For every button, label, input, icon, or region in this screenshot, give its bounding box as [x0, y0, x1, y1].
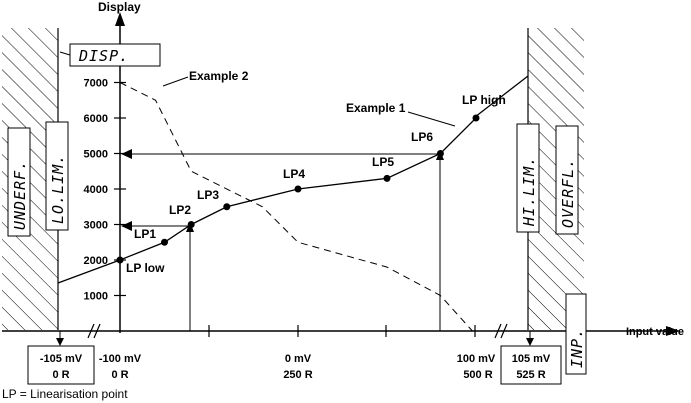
footnote: LP = Linearisation point: [2, 387, 128, 401]
arrow-left-3000: [121, 221, 132, 231]
y-tick-label: 5000: [84, 149, 108, 161]
lp3-label: LP3: [197, 188, 219, 202]
x-label-0: 0 mV: [285, 353, 312, 365]
inp-display-text: INP.: [568, 328, 586, 368]
underf-display-text: UNDERF.: [11, 160, 29, 230]
axis-break-left: [87, 323, 101, 339]
lp5-label: LP5: [372, 155, 394, 169]
example-1-extension-right: [474, 75, 529, 118]
lp-point: [472, 114, 480, 122]
y-ticks: 1000 2000 3000 4000 5000 6000 7000: [84, 78, 126, 303]
example-1-extension-left: [57, 259, 121, 284]
inp-display: [565, 293, 587, 375]
x-axis-title: Input value: [626, 326, 684, 338]
lp-points: [116, 114, 480, 264]
lp-high-label: LP high: [462, 93, 506, 107]
x-axis-arrow: [666, 326, 680, 336]
lp-low-label: LP low: [126, 261, 165, 275]
axis-break-right: [494, 323, 508, 339]
lp2-label: LP2: [169, 203, 191, 217]
lp-point: [161, 238, 168, 246]
min-input-box-line2: 0 R: [52, 369, 69, 381]
example-1-curve: [119, 117, 477, 261]
y-tick-label: 7000: [84, 78, 108, 90]
max-input-box-line2: 525 R: [516, 369, 545, 381]
lp-point: [294, 185, 302, 193]
x-ticks: [208, 325, 476, 337]
lp-point: [116, 256, 124, 264]
arrow-left-5000: [121, 149, 132, 159]
example-1-label: Example 1: [346, 101, 406, 115]
hilim-display-text: HI.LIM.: [520, 156, 538, 227]
disp-display-text: DISP.: [78, 47, 129, 65]
guide-lines: [130, 153, 441, 331]
x-label-0-r: 250 R: [283, 369, 312, 381]
lp6-label: LP6: [411, 130, 433, 144]
y-tick-label: 1000: [84, 291, 108, 303]
lp-point: [187, 221, 195, 228]
min-input-box: [27, 345, 95, 385]
overfl-display: [555, 125, 579, 235]
max-input-box: [500, 345, 562, 385]
example-2-curve: [119, 82, 473, 332]
x-label-minus100-r: 0 R: [111, 369, 128, 381]
max-input-box-line1: 105 mV: [512, 353, 551, 365]
y-tick-label: 4000: [84, 184, 108, 196]
x-label-minus100: -100 mV: [99, 353, 142, 365]
y-tick-label: 2000: [84, 255, 108, 267]
lp-point: [223, 203, 231, 211]
min-input-box-line1: -105 mV: [40, 353, 83, 365]
hilim-display: [516, 123, 540, 233]
underf-display: [7, 127, 31, 237]
lp-point: [383, 174, 391, 182]
y-tick-label: 3000: [84, 220, 108, 232]
lolim-display: [45, 121, 69, 231]
x-label-100-r: 500 R: [463, 369, 492, 381]
y-axis-arrow: [115, 12, 125, 26]
example-2-label: Example 2: [189, 69, 249, 83]
lolim-display-text: LO.LIM.: [49, 154, 67, 224]
y-axis-title: Display: [98, 0, 141, 14]
x-label-100: 100 mV: [457, 353, 496, 365]
lp4-label: LP4: [283, 167, 305, 181]
overfl-display-text: OVERFL.: [559, 158, 577, 228]
lp1-label: LP1: [134, 227, 156, 241]
y-tick-label: 6000: [84, 113, 108, 125]
lp-point: [436, 150, 444, 157]
